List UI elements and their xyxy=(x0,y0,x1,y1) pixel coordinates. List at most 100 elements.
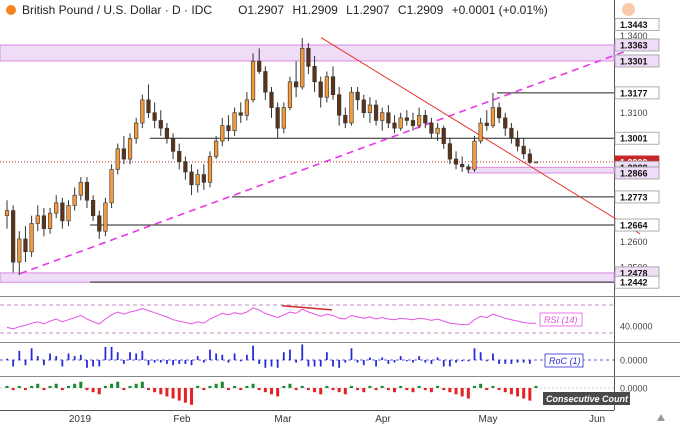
count-bar xyxy=(522,388,526,399)
settings-icon[interactable] xyxy=(622,3,635,16)
count-bar xyxy=(128,385,132,388)
count-bar xyxy=(503,388,507,393)
count-bar xyxy=(411,388,415,393)
price-label-text: 1.3301 xyxy=(620,56,648,66)
candle-body xyxy=(343,114,348,124)
candle-body xyxy=(263,71,268,93)
candle xyxy=(435,123,440,142)
time-tick-label: Feb xyxy=(173,414,191,425)
count-bar xyxy=(349,385,353,388)
candle-body xyxy=(121,148,126,160)
candle-body xyxy=(417,114,422,126)
count-bar xyxy=(11,388,15,391)
count-bar xyxy=(294,388,298,391)
price-label-text: 1.3177 xyxy=(620,88,648,98)
candle xyxy=(361,94,366,118)
rsi-legend: RSI (14) xyxy=(539,312,583,327)
candle xyxy=(220,117,225,147)
count-bar xyxy=(67,385,71,388)
candle xyxy=(97,210,102,239)
candle xyxy=(54,195,59,219)
symbol-title[interactable]: British Pound / U.S. Dollar · D · IDC xyxy=(22,3,213,17)
count-bar xyxy=(257,388,261,391)
candle xyxy=(453,151,459,170)
candle-body xyxy=(367,104,373,114)
high-value: H1.2909 xyxy=(292,3,338,17)
candle-body xyxy=(41,215,47,229)
count-bar xyxy=(54,383,58,388)
count-bar xyxy=(226,388,230,391)
roc-legend-box xyxy=(544,353,584,368)
candle-body xyxy=(4,210,10,217)
count-bar xyxy=(393,388,397,393)
candle-body xyxy=(423,114,428,124)
scroll-up-icon[interactable] xyxy=(657,414,665,421)
candle xyxy=(312,56,317,93)
price-label: 1.3443 xyxy=(614,17,660,31)
candle xyxy=(490,92,496,129)
candle xyxy=(318,76,323,108)
candle xyxy=(300,38,305,90)
count-legend-text: Consecutive Count xyxy=(546,394,629,404)
candle xyxy=(4,200,10,229)
symbol-dot-icon[interactable] xyxy=(6,5,16,15)
candle-body xyxy=(312,66,317,83)
price-label-text: 1.3363 xyxy=(620,40,648,50)
candle xyxy=(521,138,526,160)
candle-body xyxy=(324,76,329,98)
candle xyxy=(195,169,200,193)
count-bar xyxy=(140,381,144,388)
candle-body xyxy=(287,81,293,108)
count-bar xyxy=(485,388,489,391)
count-bar xyxy=(110,383,114,388)
count-bar xyxy=(134,383,138,388)
chart-header: British Pound / U.S. Dollar · D · IDC O1… xyxy=(0,0,614,20)
candle-body xyxy=(189,171,194,186)
candle xyxy=(127,133,133,165)
price-label-box xyxy=(614,131,660,145)
candle xyxy=(207,151,213,188)
candle-body xyxy=(238,112,243,116)
count-bar xyxy=(159,388,163,395)
roc-legend: RoC (1) xyxy=(544,353,584,368)
candle-body xyxy=(54,202,59,214)
candle xyxy=(29,215,34,257)
count-bar xyxy=(251,383,255,388)
candle xyxy=(84,177,90,209)
price-label: 1.3363 xyxy=(614,38,660,52)
candle xyxy=(533,161,539,164)
candle xyxy=(17,231,22,275)
candle-body xyxy=(78,181,83,196)
price-label-box xyxy=(614,166,660,180)
candle-body xyxy=(29,223,34,253)
candle xyxy=(367,97,373,124)
count-bar xyxy=(30,385,34,388)
count-bar xyxy=(362,388,366,393)
price-label-box xyxy=(614,38,660,52)
time-tick-label: Mar xyxy=(274,414,292,425)
count-bar xyxy=(97,388,101,395)
candle-body xyxy=(281,107,286,129)
candle-body xyxy=(373,104,379,121)
price-tick-label: 1.3100 xyxy=(620,108,648,118)
candle xyxy=(287,76,293,111)
candle-body xyxy=(398,117,403,129)
candle-body xyxy=(269,91,274,108)
candle-body xyxy=(392,122,397,129)
count-bar xyxy=(534,385,538,388)
change-value: +0.0001 (+0.01%) xyxy=(451,3,548,17)
rsi-legend-box xyxy=(539,312,583,327)
candle xyxy=(72,187,77,211)
count-bar xyxy=(509,388,513,395)
candle-body xyxy=(158,120,163,129)
candle xyxy=(140,94,145,129)
candle xyxy=(91,195,96,221)
count-bar xyxy=(516,388,520,397)
candle-body xyxy=(250,60,256,101)
count-bar xyxy=(116,381,120,388)
price-label: 1.2866 xyxy=(614,166,660,180)
candle xyxy=(35,205,40,232)
rsi-legend-text: RSI (14) xyxy=(544,315,578,325)
candle-body xyxy=(380,112,385,121)
